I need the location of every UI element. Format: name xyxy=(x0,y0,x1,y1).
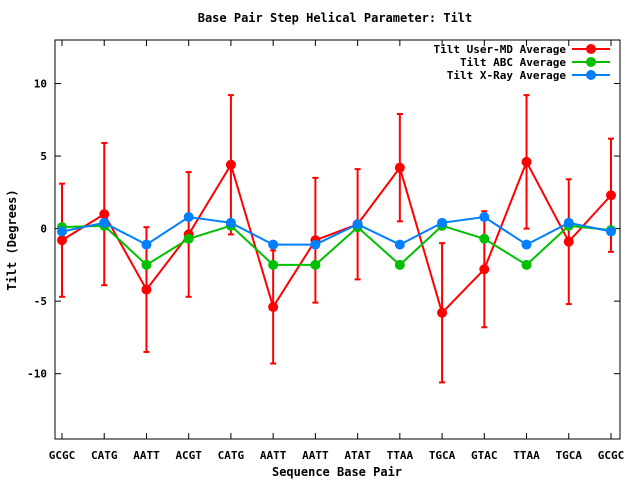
x-tick-label: CATG xyxy=(218,449,245,462)
series-line xyxy=(61,215,612,246)
data-point xyxy=(606,190,616,201)
data-point xyxy=(394,239,405,250)
x-tick-label: AATT xyxy=(133,449,160,462)
data-point xyxy=(563,236,574,247)
x-tick-label: GTAC xyxy=(471,449,498,462)
series-line xyxy=(61,224,612,267)
x-tick-label: AATT xyxy=(302,449,329,462)
data-point xyxy=(268,259,279,270)
x-tick-label: TGCA xyxy=(556,449,583,462)
data-point xyxy=(606,226,616,237)
data-point xyxy=(521,259,532,270)
y-tick-label: 10 xyxy=(34,78,47,91)
data-point xyxy=(310,239,321,250)
x-tick-label: ACGT xyxy=(175,449,202,462)
data-point xyxy=(225,217,236,228)
data-point xyxy=(479,212,490,223)
legend-marker xyxy=(586,70,596,80)
x-axis-label: Sequence Base Pair xyxy=(272,465,402,479)
data-point xyxy=(394,162,405,173)
y-tick-label: -10 xyxy=(27,368,47,381)
legend-marker xyxy=(586,44,596,54)
data-point xyxy=(141,259,152,270)
data-point xyxy=(352,219,363,230)
data-point xyxy=(563,217,574,228)
data-point xyxy=(268,301,279,312)
series-3 xyxy=(57,212,616,250)
x-tick-label: ATAT xyxy=(344,449,371,462)
x-tick-label: TTAA xyxy=(387,449,414,462)
x-tick-label: TTAA xyxy=(513,449,540,462)
x-axis: GCGC CATG AATT ACGT CATG AATT AATT ATAT TTAA TGCA… xyxy=(49,40,625,462)
x-tick-label: GCGC xyxy=(49,449,76,462)
series-2 xyxy=(57,220,616,270)
legend-label: Tilt X-Ray Average xyxy=(447,69,567,82)
y-tick-label: 5 xyxy=(40,150,47,163)
series-line xyxy=(61,159,612,315)
series-layer xyxy=(57,94,616,384)
y-axis-label: Tilt (Degrees) xyxy=(5,189,19,290)
x-tick-label: AATT xyxy=(260,449,287,462)
y-tick-label: 0 xyxy=(40,223,47,236)
data-point xyxy=(521,239,532,250)
plot-frame xyxy=(54,39,621,440)
legend-label: Tilt ABC Average xyxy=(460,56,566,69)
chart-title: Base Pair Step Helical Parameter: Tilt xyxy=(198,11,473,25)
data-point xyxy=(183,212,194,223)
data-point xyxy=(479,233,490,244)
data-point xyxy=(141,284,152,295)
data-point xyxy=(183,233,194,244)
x-tick-label: CATG xyxy=(91,449,118,462)
series-1 xyxy=(57,94,616,384)
legend-marker xyxy=(586,57,596,67)
data-point xyxy=(310,259,321,270)
data-point xyxy=(437,217,448,228)
data-point xyxy=(437,307,448,318)
data-point xyxy=(57,235,67,246)
data-point xyxy=(394,259,405,270)
y-axis: -10 -5 0 5 10 xyxy=(27,78,620,381)
data-point xyxy=(99,209,110,220)
data-point xyxy=(141,239,152,250)
data-point xyxy=(479,264,490,275)
data-point xyxy=(521,156,532,167)
data-point xyxy=(99,217,110,228)
y-tick-label: -5 xyxy=(34,295,47,308)
data-point xyxy=(57,226,67,237)
plot-border xyxy=(54,39,621,440)
data-point xyxy=(225,159,236,170)
legend-label: Tilt User-MD Average xyxy=(434,43,567,56)
data-point xyxy=(268,239,279,250)
x-tick-label: TGCA xyxy=(429,449,456,462)
x-tick-label: GCGC xyxy=(598,449,625,462)
